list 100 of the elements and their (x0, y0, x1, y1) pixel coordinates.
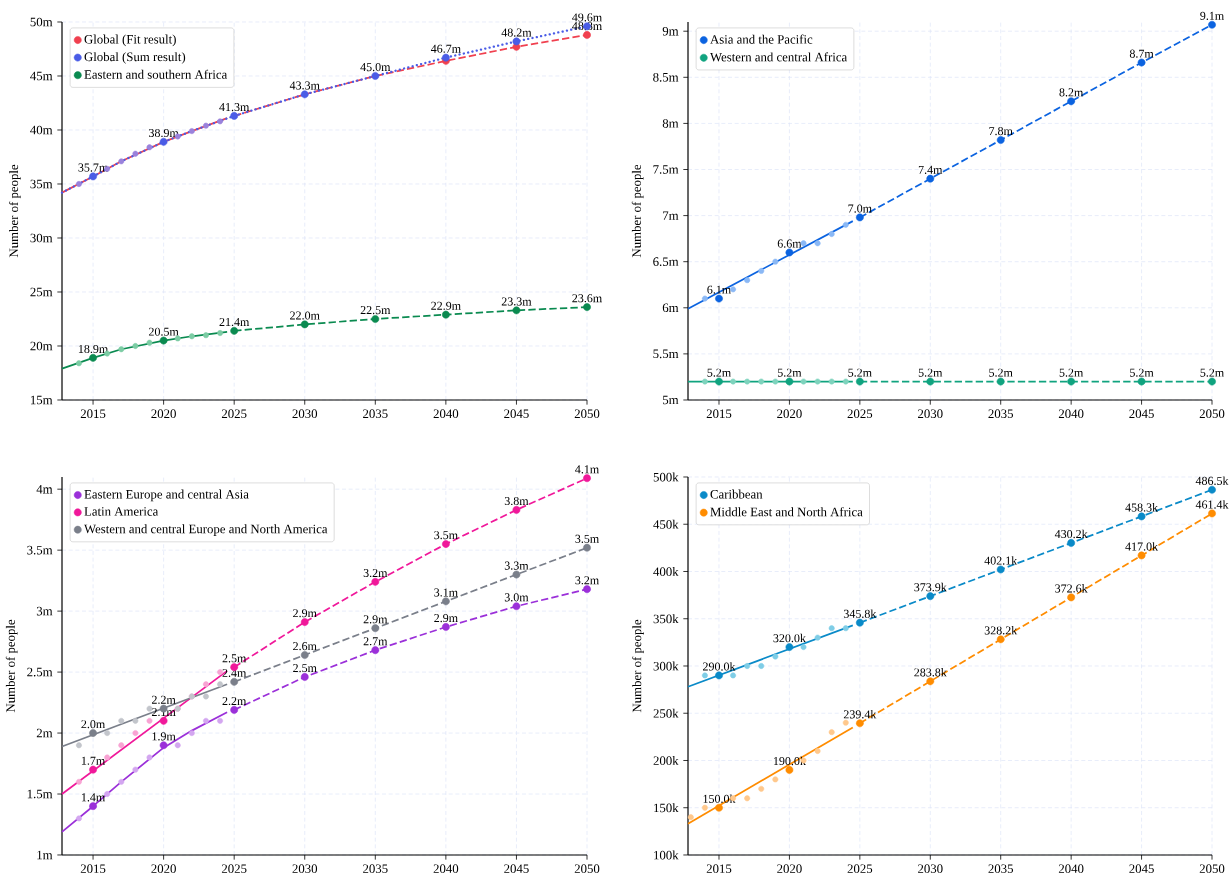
x-tick-label: 2040 (433, 409, 459, 418)
data-label: 5.2m (1200, 368, 1224, 377)
y-tick-label: 35m (30, 179, 53, 189)
data-label: 3.2m (575, 576, 599, 585)
data-label: 7.8m (989, 127, 1013, 136)
x-tick-label: 2030 (918, 864, 943, 873)
data-label: 239.4k (843, 709, 877, 719)
x-tick-label: 2035 (988, 409, 1014, 418)
y-tick-label: 1.5m (27, 789, 53, 799)
data-label: 45.0m (360, 63, 391, 72)
data-label: 458.3k (1125, 503, 1159, 512)
data-label: 430.2k (1054, 529, 1088, 539)
y-tick-label: 3m (36, 606, 53, 616)
data-label: 22.5m (360, 306, 391, 315)
x-tick-label: 2025 (221, 864, 247, 873)
data-label: 21.4m (219, 317, 250, 327)
data-label: 23.3m (501, 297, 532, 306)
data-label: 2.5m (222, 654, 247, 663)
y-axis-title: Number of people (8, 164, 21, 258)
y-tick-label: 5m (663, 395, 679, 405)
y-tick-label: 300k (653, 661, 679, 671)
data-label: 345.8k (843, 609, 877, 618)
legend-label: Eastern and southern Africa (84, 69, 228, 79)
y-axis-title: Number of people (631, 164, 644, 258)
x-tick-label: 2035 (363, 409, 388, 418)
x-tick-label: 2030 (292, 409, 318, 418)
data-label: 2.9m (434, 614, 458, 623)
data-label: 5.2m (918, 368, 943, 377)
x-tick-label: 2020 (151, 409, 176, 418)
y-tick-label: 200k (653, 755, 679, 765)
data-label: 2.9m (363, 615, 388, 624)
data-label: 8.7m (1129, 49, 1154, 58)
data-label: 9.1m (1200, 11, 1224, 20)
x-tick-label: 2020 (777, 409, 802, 418)
data-label: 461.4k (1195, 500, 1229, 509)
x-tick-label: 2015 (80, 409, 106, 418)
y-tick-label: 30m (30, 233, 53, 243)
y-tick-label: 6m (662, 303, 679, 313)
y-tick-label: 100k (654, 850, 679, 860)
legend-label: Asia and the Pacific (710, 34, 813, 44)
data-label: 402.1k (984, 556, 1018, 565)
data-label: 290.0k (703, 662, 736, 671)
data-label: 2.6m (293, 642, 317, 651)
y-tick-label: 8.5m (653, 72, 679, 82)
data-label: 23.6m (572, 294, 602, 303)
x-tick-label: 2025 (847, 409, 873, 418)
data-label: 3.1m (434, 588, 458, 597)
data-label: 18.9m (78, 344, 109, 354)
x-tick-label: 2050 (1199, 409, 1225, 418)
data-label: 3.3m (504, 561, 529, 570)
data-label: 48.2m (501, 28, 532, 37)
y-tick-label: 5.5m (653, 349, 679, 359)
data-label: 7.4m (918, 165, 943, 174)
y-tick-label: 400k (653, 566, 679, 576)
y-tick-label: 4m (36, 484, 53, 494)
data-label: 41.3m (219, 103, 250, 112)
data-label: 3.0m (504, 593, 529, 602)
data-label: 2.7m (363, 637, 388, 646)
y-tick-label: 7m (663, 211, 679, 220)
data-label: 1.9m (152, 732, 176, 741)
data-label: 5.2m (1059, 368, 1084, 377)
x-tick-label: 2015 (706, 864, 732, 873)
y-axis-title: Number of people (5, 619, 18, 713)
data-label: 1.7m (81, 756, 106, 765)
x-tick-label: 2045 (1129, 864, 1154, 873)
y-tick-label: 40m (30, 125, 53, 135)
x-tick-label: 2025 (221, 409, 247, 418)
y-tick-label: 3.5m (27, 545, 53, 555)
data-label: 2.0m (81, 720, 106, 729)
data-label: 2.9m (293, 609, 317, 618)
x-tick-label: 2035 (363, 864, 388, 873)
data-label: 5.2m (777, 368, 802, 377)
data-label: 5.2m (707, 368, 731, 377)
x-tick-label: 2015 (80, 864, 106, 873)
x-tick-label: 2045 (504, 864, 529, 873)
x-tick-label: 2030 (918, 409, 943, 418)
data-label: 417.0k (1125, 542, 1159, 551)
x-tick-label: 2030 (292, 864, 318, 873)
data-label: 328.2k (984, 626, 1018, 635)
data-label: 2.2m (222, 696, 247, 706)
y-axis-title: Number of people (632, 619, 644, 713)
data-label: 283.8k (914, 668, 947, 677)
data-label: 38.9m (149, 128, 179, 138)
x-tick-label: 2050 (574, 864, 600, 873)
data-label: 8.2m (1059, 88, 1084, 97)
data-label: 22.9m (431, 301, 461, 310)
y-tick-label: 9m (662, 26, 679, 36)
data-label: 43.3m (289, 81, 320, 90)
data-label: 486.5k (1195, 476, 1229, 485)
x-tick-label: 2020 (151, 864, 176, 873)
y-tick-label: 2.5m (27, 667, 53, 677)
y-tick-label: 45m (30, 71, 53, 81)
y-tick-label: 150k (654, 803, 679, 813)
x-tick-label: 2040 (433, 864, 459, 873)
legend-label: Western and central Europe and North America (84, 524, 328, 536)
data-label: 49.6m (572, 13, 602, 22)
data-label: 5.2m (848, 368, 872, 377)
y-tick-label: 8m (662, 119, 679, 128)
data-label: 320.0k (773, 633, 806, 643)
data-label: 3.5m (434, 531, 458, 540)
